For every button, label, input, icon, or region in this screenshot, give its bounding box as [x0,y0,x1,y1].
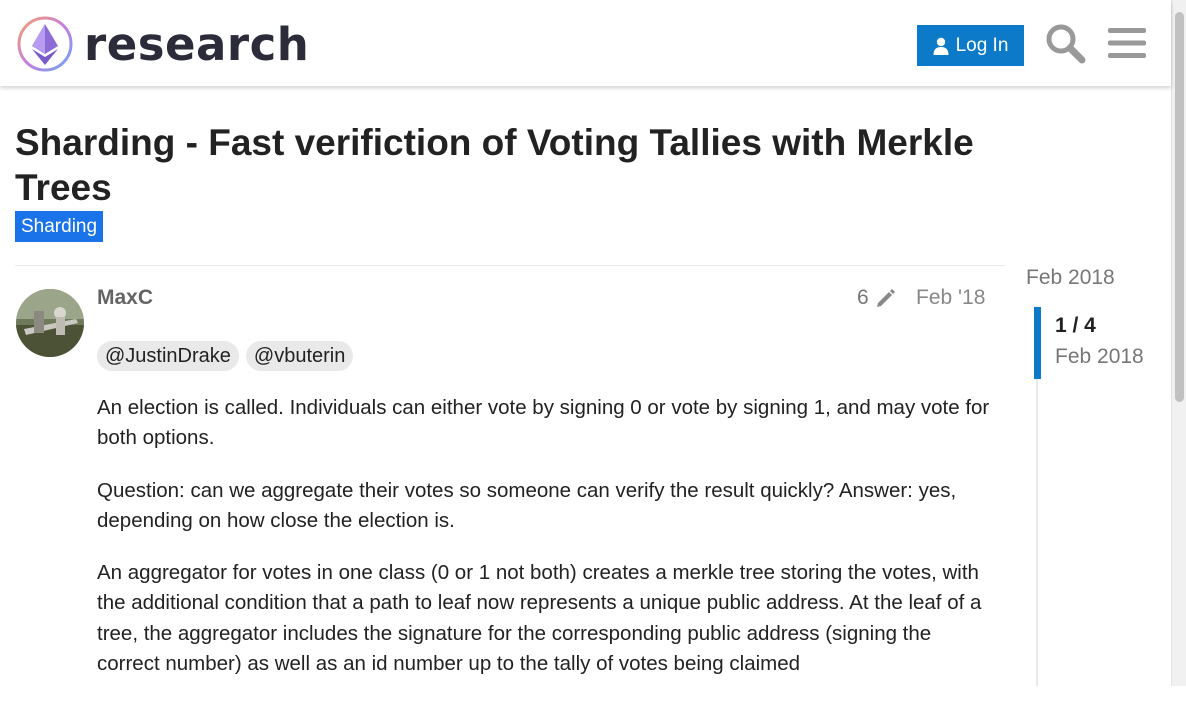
logo-text: research [84,17,310,71]
timeline-position: 1 / 4 [1055,314,1096,337]
user-icon [933,37,949,55]
ethereum-research-logo-icon [17,16,73,72]
post-date[interactable]: Feb '18 [916,286,986,309]
mention-link[interactable]: @JustinDrake [97,341,239,371]
timeline-current-date: Feb 2018 [1055,345,1144,368]
post-paragraph: Question: can we aggregate their votes s… [97,478,957,532]
user-avatar[interactable] [16,289,84,357]
post-paragraph: An aggregator for votes in one class (0 … [97,561,982,676]
mention-link[interactable]: @vbuterin [245,341,354,371]
post-body: An election is called. Individuals can e… [97,393,997,701]
login-button-label: Log In [955,34,1009,56]
pencil-icon [876,289,895,307]
hamburger-menu-icon[interactable] [1106,22,1148,64]
category-badge[interactable]: Sharding [15,211,104,242]
site-logo[interactable]: research [16,15,309,73]
search-icon[interactable] [1044,22,1086,64]
edit-history-button[interactable]: 6 [857,286,897,310]
post-username[interactable]: MaxC [97,286,154,309]
timeline-track[interactable] [1036,306,1038,686]
timeline-scroller-handle[interactable] [1034,307,1041,379]
topic-divider [15,265,1005,266]
post-paragraph: An election is called. Individuals can e… [97,396,990,450]
site-header: research Log In [0,0,1171,86]
login-button[interactable]: Log In [917,25,1024,66]
page-scrollbar[interactable] [1171,0,1186,686]
avatar-image [16,289,84,357]
topic-title[interactable]: Sharding - Fast verifiction of Voting Ta… [15,122,974,208]
edit-count: 6 [857,286,869,309]
timeline-start-date[interactable]: Feb 2018 [1026,266,1115,289]
scrollbar-thumb[interactable] [1175,12,1184,402]
mentions-row: @JustinDrake @vbuterin [97,341,354,371]
